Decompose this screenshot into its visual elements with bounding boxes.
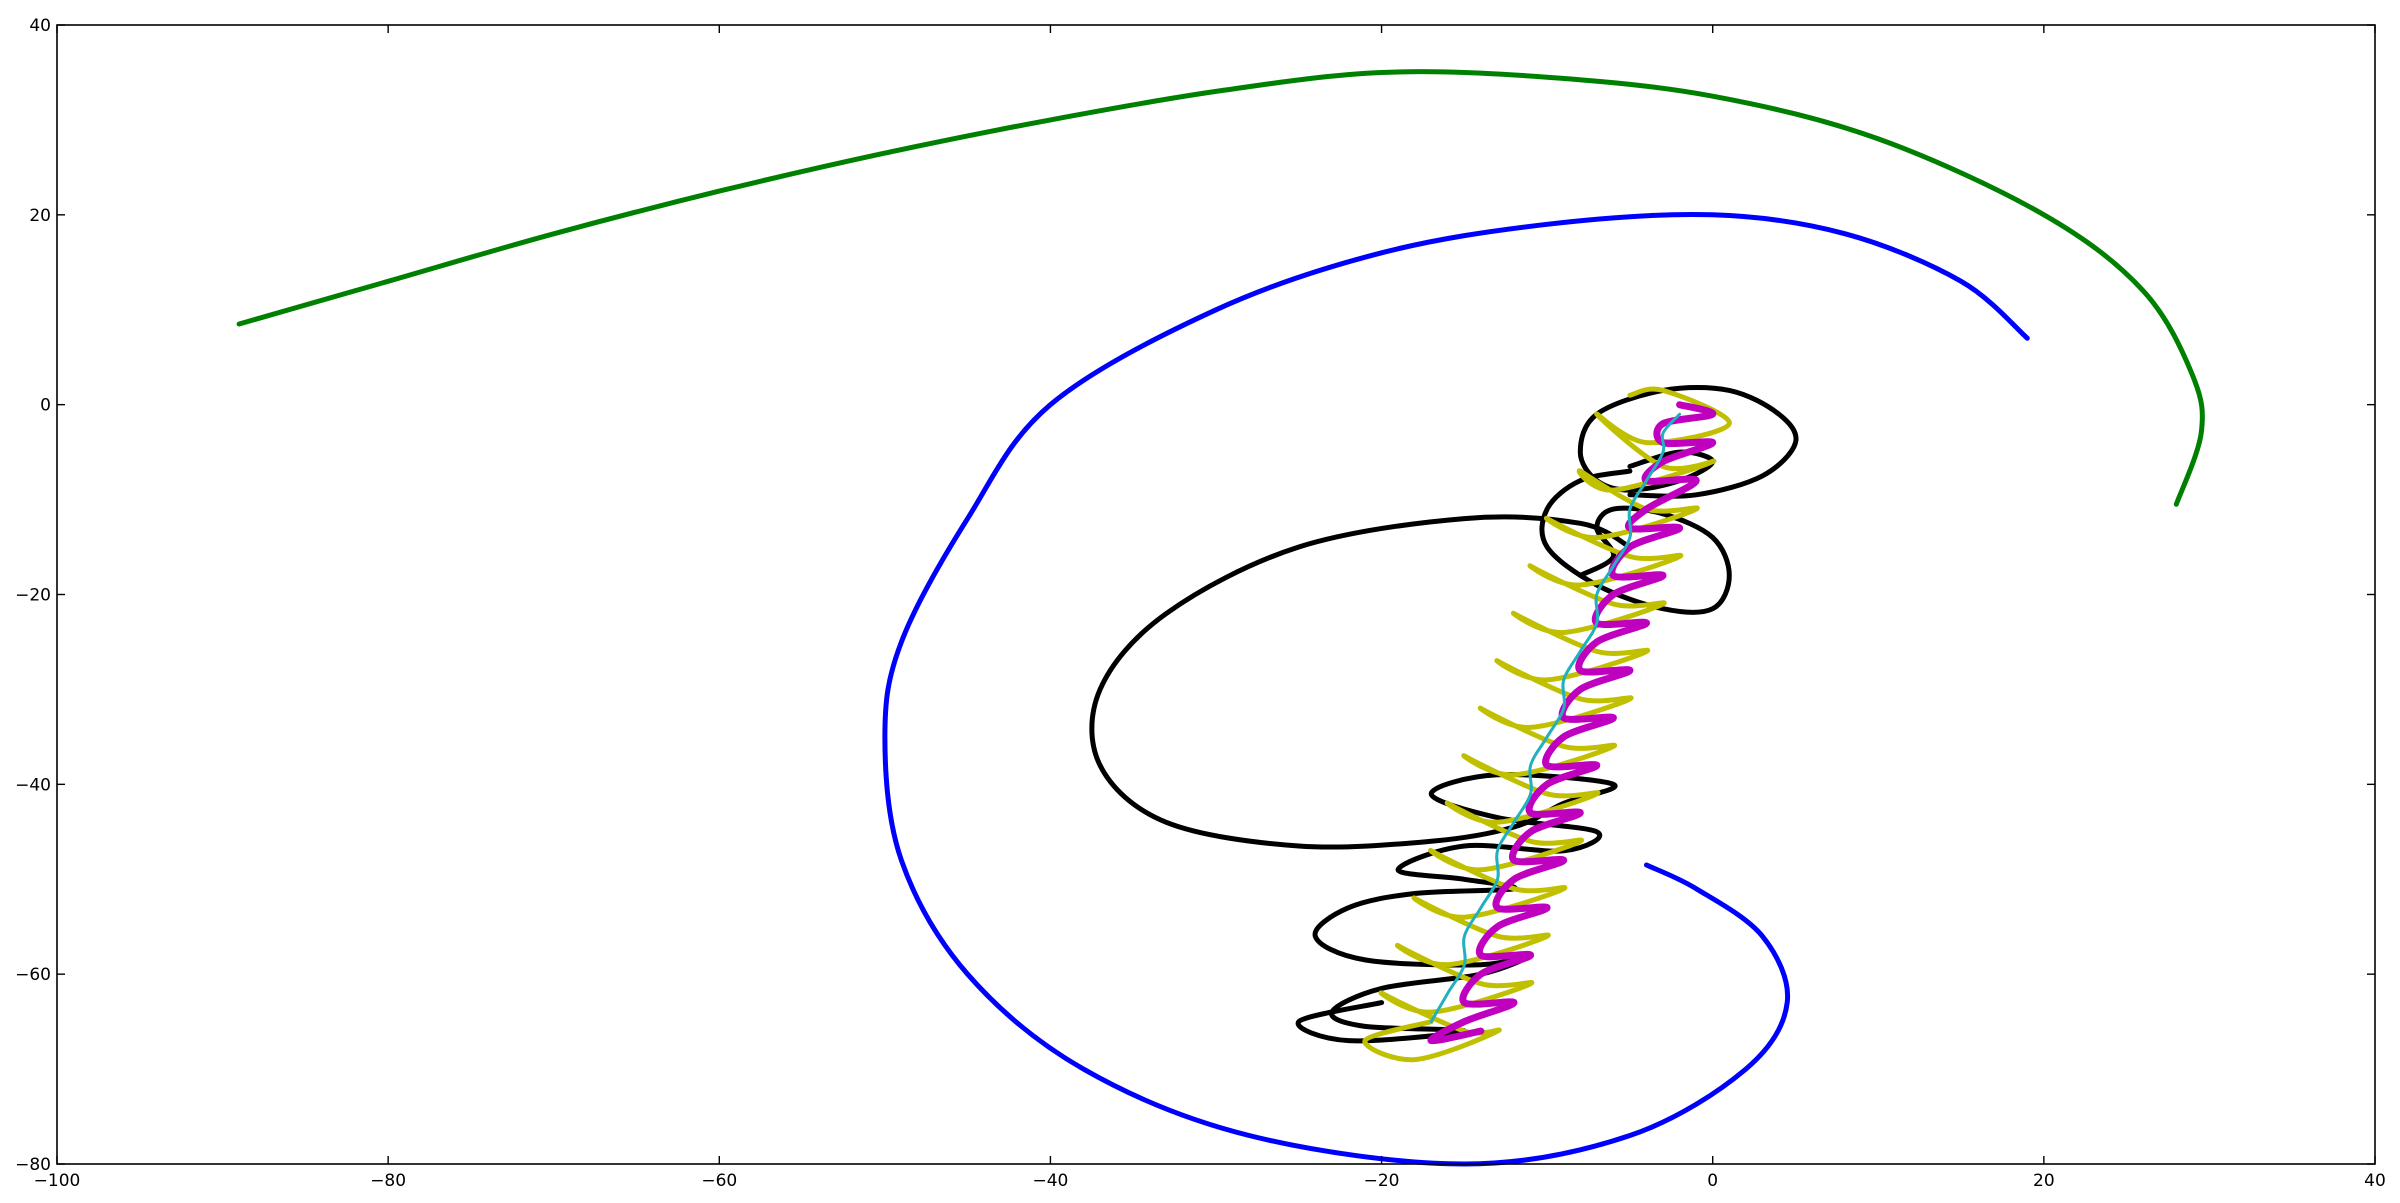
y-tick-label: −60	[15, 965, 51, 985]
series-line-4	[1539, 468, 1732, 615]
series-line-2	[1089, 514, 1633, 1044]
series-line-7	[1429, 412, 1682, 1024]
y-tick-label: −80	[15, 1155, 51, 1175]
series-line-0	[236, 69, 2205, 507]
x-tick-label: −100	[34, 1171, 81, 1191]
x-tick-label: −20	[1364, 1171, 1400, 1191]
series-line-6	[1427, 401, 1717, 1045]
x-tick-label: −80	[370, 1171, 406, 1191]
series-layer	[236, 69, 2205, 1167]
x-tick-label: 20	[2033, 1171, 2055, 1191]
series-line-1	[882, 212, 2030, 1167]
y-tick-label: −40	[15, 775, 51, 795]
series-line-3	[1577, 385, 1799, 499]
series-line-5	[1362, 386, 1732, 1063]
x-tick-label: −40	[1032, 1171, 1068, 1191]
plot-frame	[56, 24, 2376, 1165]
y-tick-label: 40	[29, 16, 51, 36]
y-tick-label: 20	[29, 206, 51, 226]
x-tick-label: 0	[1707, 1171, 1718, 1191]
x-tick-label: −60	[701, 1171, 737, 1191]
y-tick-label: −20	[15, 586, 51, 606]
x-tick-label: 40	[2364, 1171, 2386, 1191]
y-tick-label: 0	[40, 396, 51, 416]
